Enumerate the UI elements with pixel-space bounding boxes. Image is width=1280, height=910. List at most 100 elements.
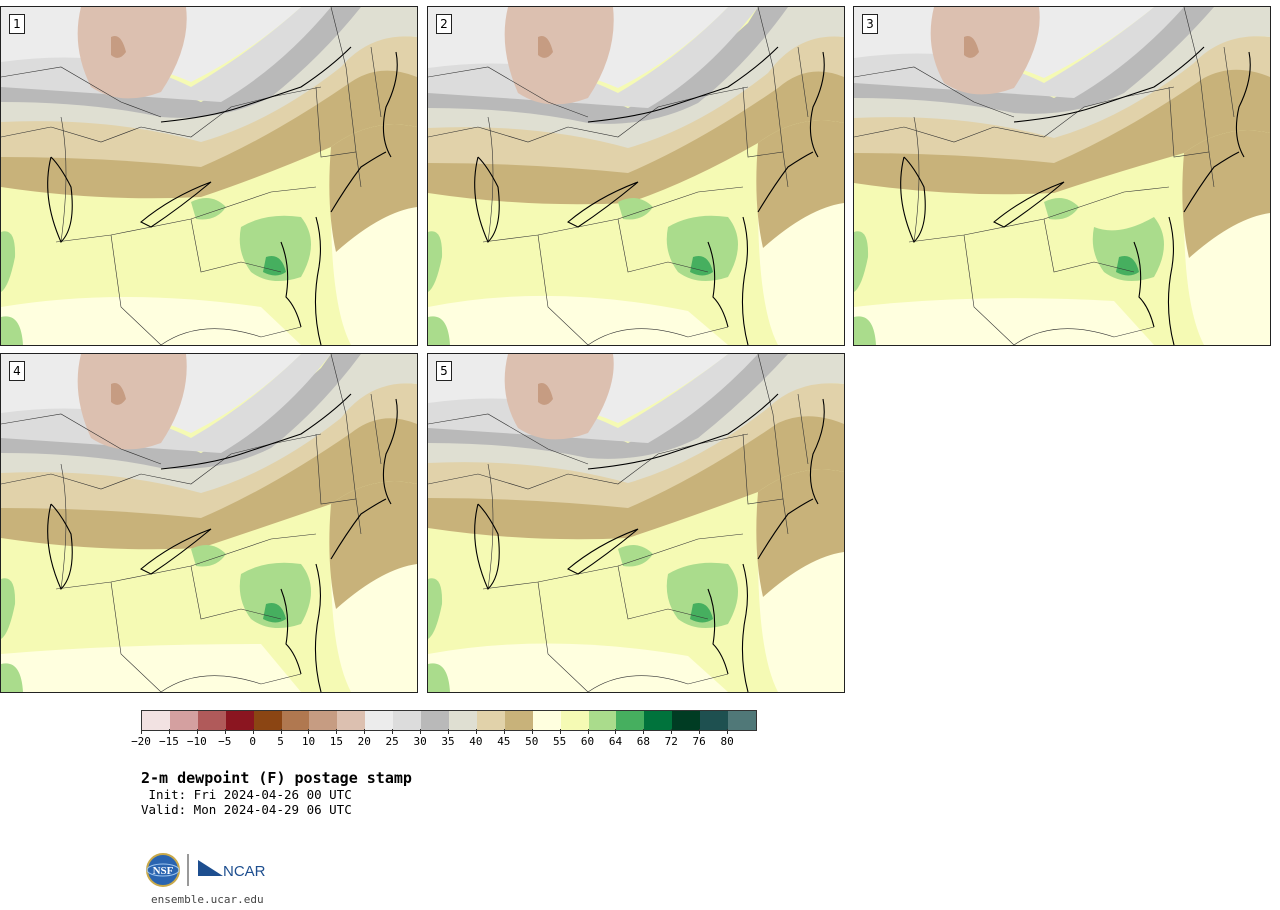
colorbar-segment <box>700 711 729 730</box>
colorbar-tick <box>420 729 422 734</box>
panel-label-4: 4 <box>9 361 25 381</box>
colorbar-segment <box>197 711 226 730</box>
colorbar-tick-label: 35 <box>441 735 455 748</box>
ensemble-panel-3: 3 <box>853 6 1271 346</box>
dewpoint-band-45 <box>756 120 844 248</box>
state-line <box>60 463 67 590</box>
dewpoint-band-60 <box>618 545 653 567</box>
state-line <box>487 463 494 590</box>
state-line <box>110 234 162 345</box>
dewpoint-band-64 <box>263 603 286 623</box>
colorbar-tick <box>475 729 477 734</box>
state-line <box>913 116 920 243</box>
dewpoint-band-60 <box>1 663 23 692</box>
colorbar-tick <box>141 729 142 734</box>
colorbar-tick-label: 10 <box>301 735 316 748</box>
dewpoint-band-10 <box>538 383 553 405</box>
colorbar-segment <box>393 711 422 730</box>
colorbar-tick-label: −20 <box>131 735 151 748</box>
state-line <box>190 565 282 620</box>
coast-line <box>140 528 212 575</box>
colorbar-segment <box>532 711 561 730</box>
colorbar-tick-label: −15 <box>158 735 179 748</box>
state-line <box>428 66 589 118</box>
colorbar-tick-label: 50 <box>525 735 539 748</box>
coast-line <box>1013 46 1205 123</box>
colorbar-tick-label: 20 <box>357 735 371 748</box>
dewpoint-band-60 <box>1 231 16 292</box>
colorbar-segment <box>169 711 198 730</box>
dewpoint-band-40 <box>854 36 1270 163</box>
colorbar-ticks: −20 −15 −10 −5 0 5 10 15 20 25 30 35 40 45 50 55 60 64 68 7… <box>131 729 757 753</box>
valid-time: Valid: Mon 2024-04-29 06 UTC <box>141 802 352 817</box>
coast-line <box>160 393 352 470</box>
dewpoint-band-40 <box>1 36 417 167</box>
state-line <box>1 66 162 118</box>
coastline <box>47 393 398 692</box>
state-line <box>1183 7 1210 153</box>
dewpoint-band-45 <box>329 481 417 609</box>
ensemble-panel-2: 2 <box>427 6 845 346</box>
dewpoint-band-60 <box>1 316 23 345</box>
panel-label-2: 2 <box>436 14 452 34</box>
coast-line <box>567 181 639 228</box>
ncar-mark-icon <box>198 860 223 876</box>
dewpoint-band-50 <box>1 644 301 692</box>
coast-line <box>741 563 749 692</box>
state-line <box>370 46 382 118</box>
dewpoint-band-60 <box>854 231 869 292</box>
dewpoint-band-45 <box>1 57 417 199</box>
coast-line <box>382 398 398 505</box>
dewpoint-band-10 <box>538 36 553 58</box>
colorbar-segment <box>644 711 673 730</box>
coast-line <box>314 216 322 345</box>
state-line <box>60 116 67 243</box>
state-line <box>797 46 809 118</box>
colorbar-tick-label: 30 <box>413 735 427 748</box>
dewpoint-band-60 <box>428 578 443 639</box>
svg-text:NSF: NSF <box>153 865 174 877</box>
dewpoint-band-64 <box>690 256 713 276</box>
coastline <box>474 393 825 692</box>
coast-line <box>1133 241 1155 328</box>
state-line <box>1 413 162 465</box>
state-line <box>757 7 784 153</box>
colorbar-segment <box>253 711 282 730</box>
colorbar-tick-label: 76 <box>692 735 706 748</box>
dewpoint-map-4 <box>1 354 417 692</box>
colorbar-tick <box>531 729 533 734</box>
plot-title: 2-m dewpoint (F) postage stamp <box>141 769 412 787</box>
colorbar-segment <box>616 711 645 730</box>
coast-line <box>474 156 500 243</box>
dewpoint-band-60 <box>1092 217 1164 281</box>
dewpoint-band-45 <box>756 469 844 597</box>
dewpoint-band-15 <box>77 7 187 99</box>
coast-line <box>382 51 398 158</box>
state-line <box>617 218 709 273</box>
state-line <box>330 354 357 500</box>
dewpoint-band-60 <box>666 215 738 281</box>
coast-line <box>140 181 212 228</box>
ensemble-panel-1: 1 <box>0 6 418 346</box>
colorbar <box>141 710 757 731</box>
dewpoint-band-60 <box>239 215 311 281</box>
state-line <box>797 393 809 465</box>
dewpoint-band-40 <box>428 36 844 173</box>
colorbar-tick <box>280 729 282 734</box>
colorbar-tick-label: 60 <box>580 735 595 748</box>
state-line <box>587 673 729 692</box>
state-line <box>160 673 302 692</box>
dewpoint-band-25 <box>854 7 1184 98</box>
colorbar-tick <box>615 729 617 734</box>
svg-text:NCAR: NCAR <box>223 863 266 880</box>
dewpoint-band-45 <box>1182 130 1270 258</box>
colorbar-tick <box>168 729 170 734</box>
state-line <box>190 218 282 273</box>
dewpoint-band-25 <box>1 354 331 453</box>
coast-line <box>474 503 500 590</box>
colorbar-tick-label: 15 <box>329 735 343 748</box>
colorbar-tick-label: 0 <box>249 735 256 748</box>
dewpoint-band-60 <box>1 578 16 639</box>
coast-line <box>900 156 926 243</box>
dewpoint-band-60 <box>428 231 443 292</box>
